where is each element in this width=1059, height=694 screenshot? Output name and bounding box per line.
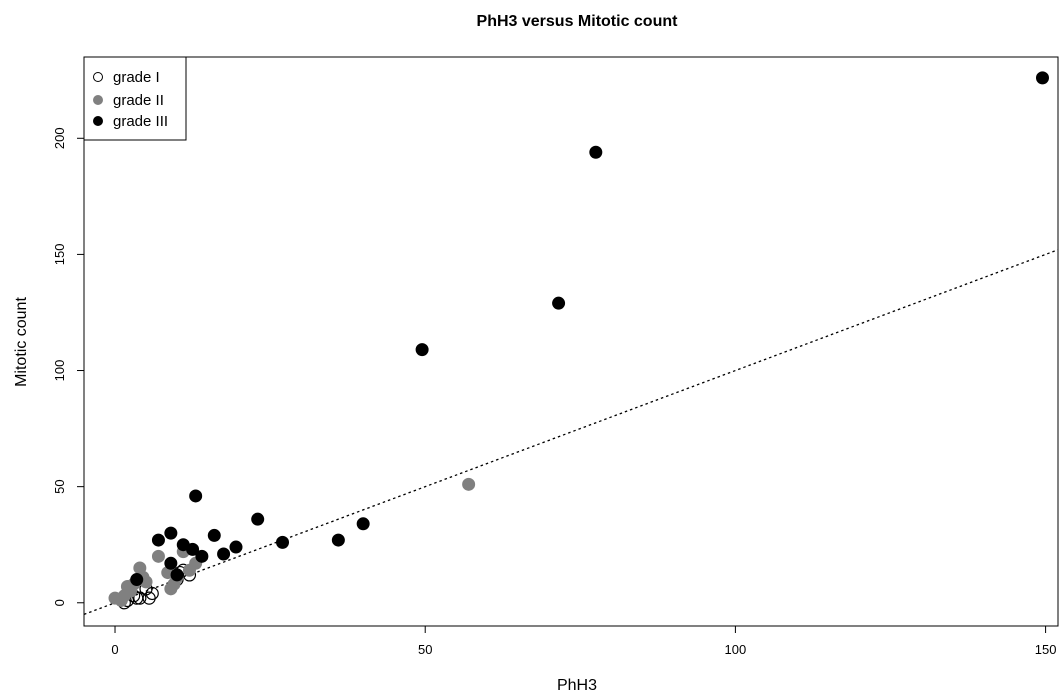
data-point-grade-3 (195, 549, 209, 563)
data-point-grade-3 (164, 556, 178, 570)
data-point-grade-3 (207, 528, 221, 542)
y-tick-label: 200 (52, 127, 67, 149)
data-point-grade-3 (189, 489, 203, 503)
data-point-grade-1 (145, 586, 159, 601)
data-point-grade-2 (151, 549, 165, 563)
x-tick-label: 0 (111, 642, 118, 657)
x-tick-label: 50 (418, 642, 432, 657)
data-point-grade-3 (151, 533, 165, 547)
y-axis: 0 50 100 150 200 (52, 127, 84, 606)
data-point-grade-3 (130, 573, 144, 587)
x-axis: 0 50 100 150 (111, 626, 1056, 657)
x-axis-label: PhH3 (557, 677, 597, 694)
data-point-grade-3 (356, 517, 370, 531)
reference-line-group (83, 249, 1059, 615)
y-tick-label: 150 (52, 244, 67, 266)
x-tick-label: 100 (725, 642, 747, 657)
plot-frame (83, 56, 1059, 627)
identity-reference-line (83, 249, 1059, 615)
data-points-group (108, 71, 1049, 610)
legend-marker-grade-2 (93, 95, 103, 105)
data-point-grade-3 (276, 535, 290, 549)
data-point-grade-3 (170, 568, 184, 582)
data-point-grade-3 (251, 512, 265, 526)
data-point-grade-3 (552, 296, 566, 310)
y-tick-label: 100 (52, 360, 67, 382)
data-point-grade-3 (331, 533, 345, 547)
legend-marker-grade-1 (93, 72, 103, 82)
data-point-grade-3 (415, 343, 429, 357)
y-axis-label: Mitotic count (13, 297, 30, 387)
data-point-grade-3 (164, 526, 178, 540)
data-point-grade-2 (462, 477, 476, 491)
data-point-grade-3 (217, 547, 231, 561)
y-tick-label: 0 (52, 599, 67, 606)
legend-label-grade-3: grade III (113, 113, 168, 130)
data-point-grade-3 (589, 145, 603, 159)
x-tick-label: 150 (1035, 642, 1057, 657)
chart-title: PhH3 versus Mitotic count (477, 13, 679, 30)
legend-label-grade-1: grade I (113, 69, 160, 86)
data-point-grade-1 (133, 591, 147, 605)
legend-marker-grade-3 (93, 116, 103, 126)
legend: grade I grade II grade III (83, 56, 187, 141)
data-point-grade-3 (1035, 71, 1049, 85)
data-point-grade-3 (186, 542, 200, 556)
y-tick-label: 50 (52, 479, 67, 493)
data-point-grade-3 (229, 540, 243, 554)
legend-label-grade-2: grade II (113, 92, 164, 109)
